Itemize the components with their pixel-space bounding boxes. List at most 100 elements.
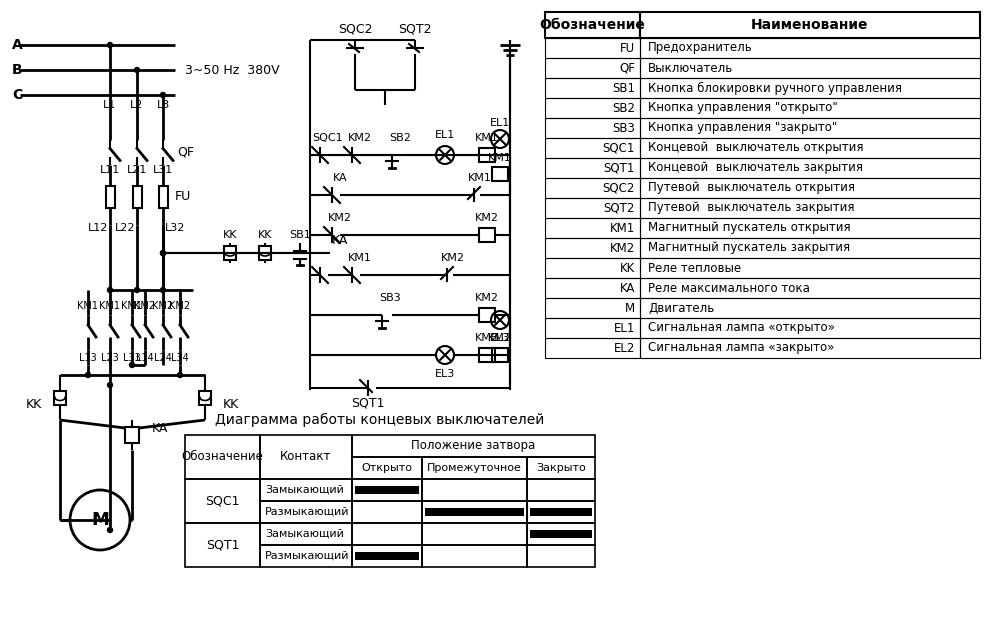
Bar	[125, 427, 139, 443]
Text: L12: L12	[88, 223, 108, 233]
Text: KA: KA	[332, 234, 348, 248]
Bar	[545, 258, 640, 278]
Text: SQT1: SQT1	[604, 161, 635, 175]
Bar	[640, 198, 980, 218]
Bar	[260, 523, 352, 545]
Text: Диаграмма работы концевых выключателей: Диаграмма работы концевых выключателей	[215, 413, 545, 427]
Text: Магнитный пускатель открытия: Магнитный пускатель открытия	[648, 222, 851, 234]
Text: L31: L31	[153, 165, 173, 175]
Bar	[640, 258, 980, 278]
Bar	[640, 78, 980, 98]
Text: KM2: KM2	[348, 133, 372, 143]
Bar	[640, 298, 980, 318]
Text: L2: L2	[130, 100, 144, 110]
Text: Реле максимального тока: Реле максимального тока	[648, 282, 810, 294]
Text: SQC2: SQC2	[338, 22, 372, 35]
Bar	[545, 238, 640, 258]
Text: SB2: SB2	[389, 133, 411, 143]
Bar	[640, 158, 980, 178]
Bar	[545, 98, 640, 118]
Text: SQC1: SQC1	[313, 133, 343, 143]
Text: Замыкающий: Замыкающий	[265, 485, 344, 495]
Text: KM1: KM1	[475, 133, 499, 143]
Text: L24: L24	[154, 353, 172, 363]
Circle shape	[160, 251, 166, 256]
Circle shape	[108, 42, 112, 47]
Text: SB1: SB1	[289, 230, 311, 240]
Text: EL1: EL1	[614, 321, 635, 335]
Bar	[199, 391, 211, 404]
Text: Промежуточное: Промежуточное	[427, 463, 522, 473]
Text: KM2: KM2	[441, 253, 465, 263]
Text: SB3: SB3	[379, 293, 401, 303]
Bar	[479, 148, 495, 162]
Text: SQT2: SQT2	[604, 202, 635, 214]
Text: Кнопка управления "открыто": Кнопка управления "открыто"	[648, 101, 838, 115]
Bar	[352, 457, 422, 479]
Text: FU: FU	[620, 42, 635, 55]
Circle shape	[108, 527, 112, 532]
Bar	[640, 218, 980, 238]
Bar	[355, 552, 419, 560]
Circle shape	[134, 67, 140, 72]
Bar	[259, 246, 271, 260]
Text: Обозначение: Обозначение	[182, 450, 263, 464]
Text: Размыкающий: Размыкающий	[265, 551, 350, 561]
Text: KK: KK	[223, 230, 237, 240]
Circle shape	[108, 287, 112, 292]
Bar	[492, 348, 508, 362]
Text: KA: KA	[620, 282, 635, 294]
Bar	[479, 348, 495, 362]
Text: L23: L23	[101, 353, 119, 363]
Bar	[640, 38, 980, 58]
Text: SB1: SB1	[612, 81, 635, 94]
Text: Наименование: Наименование	[751, 18, 869, 32]
Circle shape	[134, 287, 140, 292]
Bar	[224, 246, 236, 260]
Circle shape	[86, 372, 90, 377]
Bar	[132, 186, 142, 208]
Text: EL1: EL1	[435, 130, 455, 140]
Text: QF: QF	[177, 146, 194, 159]
Bar	[422, 457, 527, 479]
Text: Путевой  выключатель открытия: Путевой выключатель открытия	[648, 181, 855, 195]
Text: L32: L32	[165, 223, 185, 233]
Bar	[530, 508, 592, 516]
Bar	[527, 523, 595, 545]
Text: SB3: SB3	[612, 122, 635, 134]
Bar	[527, 457, 595, 479]
Text: A: A	[12, 38, 23, 52]
Bar	[158, 186, 168, 208]
Bar	[530, 530, 592, 538]
Text: FU: FU	[175, 190, 191, 203]
Bar	[185, 479, 260, 523]
Text: KM1: KM1	[488, 153, 512, 163]
Bar	[640, 278, 980, 298]
Text: Замыкающий: Замыкающий	[265, 529, 344, 539]
Bar	[640, 58, 980, 78]
Text: KK: KK	[258, 230, 272, 240]
Bar	[260, 479, 352, 501]
Bar	[422, 501, 527, 523]
Text: 3~50 Hz  380V: 3~50 Hz 380V	[185, 64, 280, 76]
Bar	[545, 38, 640, 58]
Text: Положение затвора: Положение затвора	[411, 440, 536, 452]
Text: C: C	[12, 88, 22, 102]
Text: KM2: KM2	[169, 301, 191, 311]
Text: Контакт: Контакт	[280, 450, 332, 464]
Bar	[352, 435, 595, 457]
Circle shape	[160, 251, 166, 256]
Text: Предохранитель: Предохранитель	[648, 42, 753, 55]
Text: Путевой  выключатель закрытия: Путевой выключатель закрытия	[648, 202, 854, 214]
Bar	[352, 523, 422, 545]
Text: L33: L33	[123, 353, 141, 363]
Text: KM2: KM2	[610, 241, 635, 255]
Bar	[479, 228, 495, 242]
Text: Кнопка блокировки ручного управления: Кнопка блокировки ручного управления	[648, 81, 902, 94]
Text: EL3: EL3	[490, 333, 510, 343]
Bar	[260, 545, 352, 567]
Bar	[54, 391, 66, 404]
Text: KM2: KM2	[134, 301, 156, 311]
Text: M: M	[91, 511, 109, 529]
Text: KM1: KM1	[122, 301, 143, 311]
